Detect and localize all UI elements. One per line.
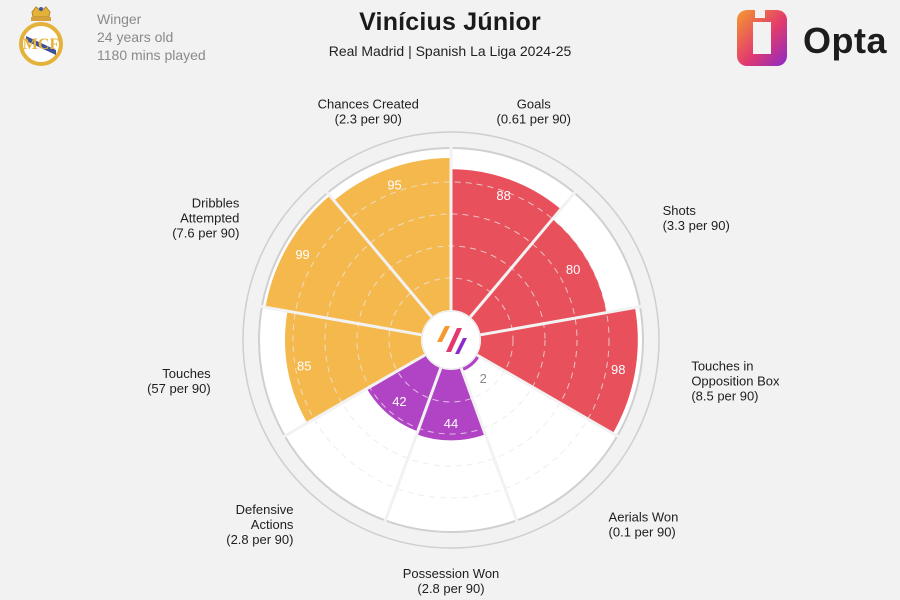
- bar-possession-won: [416, 368, 486, 441]
- spoke-line: [480, 302, 657, 337]
- bar-chances-created: [334, 158, 451, 318]
- metric-name: Shots: [663, 203, 697, 218]
- spoke-line: [469, 179, 586, 318]
- metric-detail: (3.3 per 90): [663, 218, 730, 233]
- metric-name: Attempted: [180, 211, 239, 226]
- spoke-line: [378, 367, 443, 536]
- value-label: 88: [496, 188, 510, 203]
- outer-ring: [242, 131, 660, 549]
- grid-ring-shade: [324, 213, 578, 467]
- opta-logo: Opta: [733, 6, 893, 70]
- club-crest-logo: MCF: [19, 6, 63, 66]
- player-info: Winger 24 years old 1180 mins played: [97, 10, 206, 64]
- bar-defensive-actions: [366, 355, 441, 432]
- metric-detail: (2.8 per 90): [226, 532, 293, 547]
- center-logo-icon: [437, 326, 467, 354]
- bar-aerials-won: [461, 355, 480, 372]
- metric-name: Chances Created: [318, 97, 419, 112]
- spoke-line: [316, 179, 433, 318]
- metric-name: Opposition Box: [691, 374, 780, 389]
- metric-name: Actions: [251, 517, 294, 532]
- value-label: 44: [444, 416, 458, 431]
- metric-name: Goals: [517, 97, 551, 112]
- bar-shots: [470, 218, 607, 335]
- metric-name: Possession Won: [403, 566, 500, 581]
- bar-touches-in-opposition-box: [476, 307, 638, 434]
- metric-detail: (0.61 per 90): [497, 112, 571, 127]
- metric-detail: (57 per 90): [147, 381, 211, 396]
- spoke-line: [245, 302, 422, 337]
- category-label: Chances Created(2.3 per 90): [318, 97, 419, 127]
- metric-detail: (7.6 per 90): [172, 226, 239, 241]
- metric-detail: (2.8 per 90): [417, 581, 484, 596]
- metric-name: Defensive: [236, 502, 294, 517]
- metric-name: Dribbles: [192, 196, 240, 211]
- category-label: Possession Won(2.8 per 90): [403, 566, 500, 596]
- chart-subtitle: Real Madrid | Spanish La Liga 2024-25: [328, 43, 572, 59]
- value-label: 99: [295, 247, 309, 262]
- value-label: 95: [387, 177, 401, 192]
- category-label: Aerials Won(0.1 per 90): [609, 509, 679, 539]
- center-disc: [421, 310, 481, 370]
- bar-goals: [451, 169, 561, 318]
- player-minutes: 1180 mins played: [97, 47, 206, 63]
- player-position: Winger: [97, 11, 142, 27]
- grid-ring: [324, 213, 578, 467]
- title-block: Vinícius Júnior Real Madrid | Spanish La…: [0, 8, 900, 59]
- value-label: 80: [566, 262, 580, 277]
- metric-name: Touches in: [691, 359, 753, 374]
- metric-detail: (2.3 per 90): [335, 112, 402, 127]
- metric-detail: (0.1 per 90): [609, 524, 676, 539]
- chart-title: Vinícius Júnior: [359, 8, 541, 36]
- opta-mark-icon: [737, 6, 787, 66]
- bar-touches: [284, 311, 426, 423]
- category-label: Shots(3.3 per 90): [663, 203, 730, 233]
- player-age: 24 years old: [97, 29, 174, 45]
- value-label: 2: [480, 371, 487, 386]
- spoke-line: [270, 353, 426, 446]
- opta-wordmark: Opta: [803, 20, 888, 61]
- value-label: 85: [297, 358, 311, 373]
- bar-dribbles-attempted: [265, 195, 432, 335]
- grid-ring-shade: [292, 181, 610, 499]
- value-label: 98: [611, 362, 625, 377]
- spoke-line: [476, 353, 632, 446]
- category-label: Goals(0.61 per 90): [497, 97, 571, 127]
- metric-name: Aerials Won: [609, 509, 679, 524]
- grid-ring: [292, 181, 610, 499]
- svg-text:MCF: MCF: [23, 36, 60, 53]
- category-label: Touches(57 per 90): [147, 366, 211, 396]
- metric-name: Touches: [162, 366, 211, 381]
- metric-detail: (8.5 per 90): [691, 389, 758, 404]
- spoke-line: [459, 367, 524, 536]
- value-label: 42: [392, 394, 406, 409]
